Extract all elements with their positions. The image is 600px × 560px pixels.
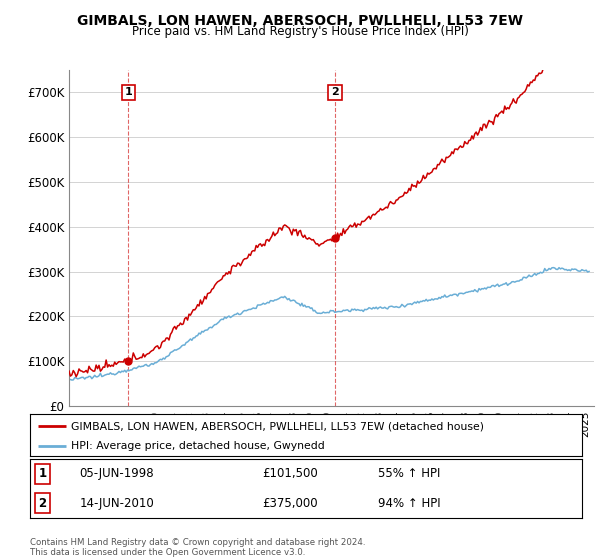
Text: 05-JUN-1998: 05-JUN-1998 — [80, 468, 154, 480]
Text: Contains HM Land Registry data © Crown copyright and database right 2024.
This d: Contains HM Land Registry data © Crown c… — [30, 538, 365, 557]
Text: 94% ↑ HPI: 94% ↑ HPI — [378, 497, 440, 510]
Text: 1: 1 — [38, 468, 46, 480]
Text: 2: 2 — [38, 497, 46, 510]
Text: GIMBALS, LON HAWEN, ABERSOCH, PWLLHELI, LL53 7EW: GIMBALS, LON HAWEN, ABERSOCH, PWLLHELI, … — [77, 14, 523, 28]
Text: HPI: Average price, detached house, Gwynedd: HPI: Average price, detached house, Gwyn… — [71, 441, 325, 451]
Text: £101,500: £101,500 — [262, 468, 317, 480]
Text: 1: 1 — [125, 87, 132, 97]
Text: GIMBALS, LON HAWEN, ABERSOCH, PWLLHELI, LL53 7EW (detached house): GIMBALS, LON HAWEN, ABERSOCH, PWLLHELI, … — [71, 421, 484, 431]
Text: £375,000: £375,000 — [262, 497, 317, 510]
Text: Price paid vs. HM Land Registry's House Price Index (HPI): Price paid vs. HM Land Registry's House … — [131, 25, 469, 38]
Text: 2: 2 — [331, 87, 339, 97]
Text: 14-JUN-2010: 14-JUN-2010 — [80, 497, 154, 510]
Text: 55% ↑ HPI: 55% ↑ HPI — [378, 468, 440, 480]
